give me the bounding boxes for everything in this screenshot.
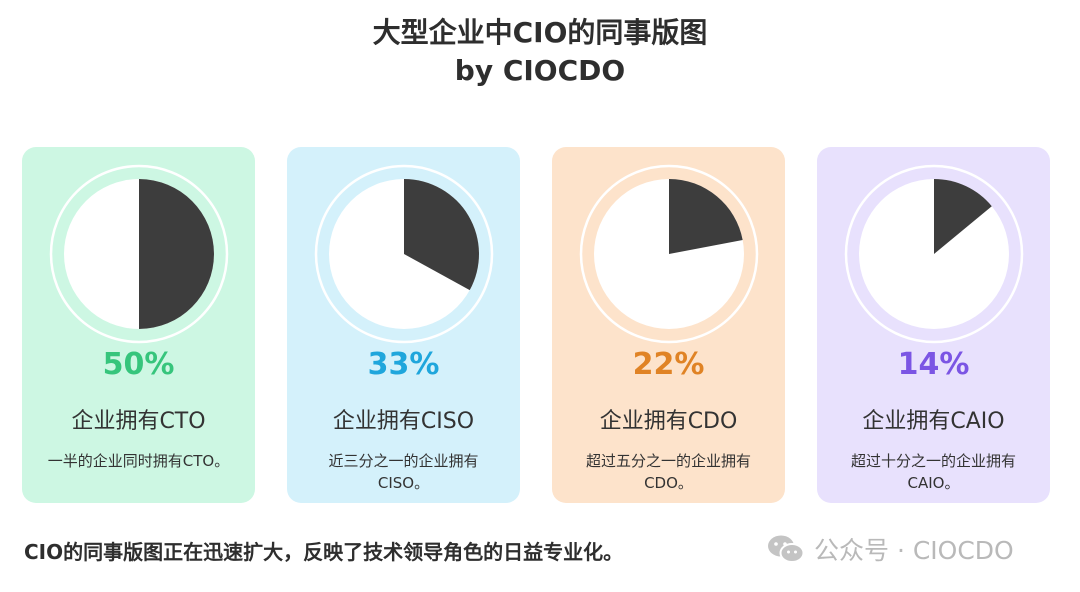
stat-label: 企业拥有CTO (71, 409, 206, 434)
pie-chart-ciso (313, 163, 495, 345)
pie-outer-ring (844, 164, 1024, 344)
title-line-2: by CIOCDO (454, 54, 626, 87)
stat-description: 超过十分之一的企业拥有CAIO。 (850, 452, 1016, 492)
title-line-1: 大型企业中CIO的同事版图 (372, 16, 708, 49)
pie-value-slice (404, 179, 479, 291)
wechat-icon (768, 535, 805, 563)
stat-card-cdo: 22% 企业拥有CDO 超过五分之一的企业拥有CDO。 (552, 147, 785, 503)
pie-value-slice (139, 179, 214, 329)
percent-value: 22% (632, 347, 705, 382)
percent-value: 33% (367, 347, 440, 382)
pie-value-slice (934, 179, 992, 254)
percent-value: 50% (102, 347, 175, 382)
stat-description: 近三分之一的企业拥有CISO。 (328, 452, 479, 492)
stat-label: 企业拥有CAIO (862, 409, 1005, 434)
stat-card-caio: 14% 企业拥有CAIO 超过十分之一的企业拥有CAIO。 (817, 147, 1050, 503)
stat-card-ciso: 33% 企业拥有CISO 近三分之一的企业拥有CISO。 (287, 147, 520, 503)
pie-outer-ring (579, 164, 759, 344)
stat-label: 企业拥有CDO (599, 409, 738, 434)
stat-label: 企业拥有CISO (332, 409, 475, 434)
pie-outer-ring (49, 164, 229, 344)
stat-card-cto: 50% 企业拥有CTO 一半的企业同时拥有CTO。 (22, 147, 255, 503)
pie-value-slice (669, 179, 743, 254)
watermark: 公众号 · CIOCDO (766, 532, 1014, 566)
stat-description: 一半的企业同时拥有CTO。 (47, 452, 230, 470)
pie-chart-cto (48, 163, 230, 345)
chart-title: 大型企业中CIO的同事版图 by CIOCDO (0, 14, 1080, 90)
watermark-text: 公众号 · CIOCDO (814, 536, 1014, 565)
pie-outer-ring (314, 164, 494, 344)
pie-chart-cdo (578, 163, 760, 345)
footer-summary: CIO的同事版图正在迅速扩大，反映了技术领导角色的日益专业化。 (24, 540, 624, 564)
pie-chart-caio (843, 163, 1025, 345)
percent-value: 14% (897, 347, 970, 382)
stat-description: 超过五分之一的企业拥有CDO。 (585, 452, 751, 492)
